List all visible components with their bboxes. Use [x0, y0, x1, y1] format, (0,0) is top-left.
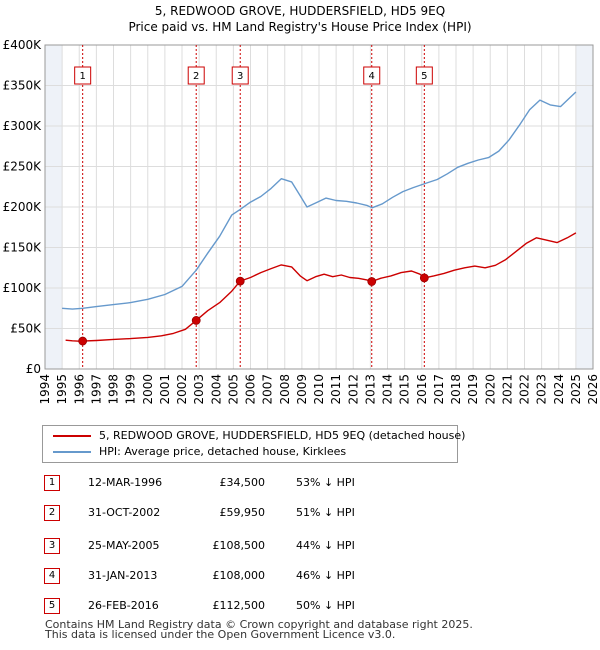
y-tick-label: £100K: [3, 281, 43, 295]
sale-price: £112,500: [212, 599, 266, 612]
y-tick-label: £0: [26, 362, 41, 376]
x-tick-label: 2000: [141, 374, 155, 405]
sale-point: [78, 336, 88, 346]
sale-marker-label: 5: [421, 71, 427, 82]
x-tick-label: 2004: [209, 374, 223, 405]
sale-hpi-diff: 50% ↓ HPI: [296, 599, 355, 612]
x-tick-label: 2012: [346, 374, 360, 405]
y-tick-label: £150K: [3, 241, 43, 255]
x-tick-label: 1997: [89, 374, 103, 405]
x-tick-label: 1996: [72, 374, 86, 405]
sale-price: £59,950: [219, 506, 266, 519]
sale-marker-num: 1: [44, 475, 60, 491]
x-tick-label: 2018: [449, 374, 463, 405]
x-tick-label: 1999: [124, 374, 138, 405]
x-tick-label: 2015: [398, 374, 412, 405]
x-tick-label: 2006: [244, 374, 258, 405]
footer: Contains HM Land Registry data © Crown c…: [45, 618, 473, 641]
sale-point: [235, 276, 245, 286]
x-tick-label: 2007: [261, 374, 275, 405]
legend-swatch-hpi: [53, 451, 91, 453]
sale-hpi-diff: 44% ↓ HPI: [296, 539, 355, 552]
x-tick-label: 2026: [586, 374, 600, 405]
sale-point: [191, 316, 201, 325]
sale-point: [419, 273, 429, 283]
x-tick-label: 2011: [329, 374, 343, 405]
sale-price: £34,500: [219, 476, 266, 489]
sale-hpi-diff: 53% ↓ HPI: [296, 476, 355, 489]
sale-marker-num: 5: [44, 598, 60, 614]
y-tick-label: £50K: [10, 322, 42, 336]
table-row: 2 31-OCT-2002 £59,950 51% ↓ HPI: [44, 503, 564, 523]
series-line-property: [65, 232, 577, 342]
x-tick-label: 2005: [226, 374, 240, 405]
sale-marker-label: 4: [369, 71, 375, 82]
footer-licence: This data is licensed under the Open Gov…: [45, 628, 396, 641]
x-tick-label: 2023: [535, 374, 549, 405]
x-tick-label: 2020: [483, 374, 497, 405]
x-tick-label: 1995: [55, 374, 69, 405]
x-tick-label: 2016: [415, 374, 429, 405]
sale-marker-box: [363, 66, 381, 85]
sale-marker-num: 3: [44, 538, 60, 554]
legend-label-hpi: HPI: Average price, detached house, Kirk…: [99, 445, 347, 458]
table-row: 3 25-MAY-2005 £108,500 44% ↓ HPI: [44, 536, 564, 556]
x-tick-label: 2003: [192, 374, 206, 405]
sale-price: £108,000: [212, 569, 266, 582]
sale-marker-num: 4: [44, 568, 60, 584]
x-tick-label: 2024: [552, 374, 566, 405]
sale-date: 25-MAY-2005: [88, 539, 160, 552]
sale-marker-label: 2: [193, 71, 199, 82]
table-row: 4 31-JAN-2013 £108,000 46% ↓ HPI: [44, 566, 564, 586]
y-tick-label: £400K: [3, 38, 43, 52]
footer-copyright: Contains HM Land Registry data © Crown c…: [45, 618, 473, 631]
sale-hpi-diff: 46% ↓ HPI: [296, 569, 355, 582]
table-row: 1 12-MAR-1996 £34,500 53% ↓ HPI: [44, 473, 564, 493]
table-row: 5 26-FEB-2016 £112,500 50% ↓ HPI: [44, 596, 564, 616]
price-chart: 5, REDWOOD GROVE, HUDDERSFIELD, HD5 9EQ …: [3, 4, 600, 405]
sale-marker-label: 1: [79, 71, 85, 82]
sale-marker-num: 2: [44, 505, 60, 521]
legend: 5, REDWOOD GROVE, HUDDERSFIELD, HD5 9EQ …: [42, 425, 465, 463]
sale-marker-box: [74, 66, 92, 85]
sale-price: £108,500: [212, 539, 266, 552]
sale-marker-box: [187, 66, 205, 85]
sale-date: 12-MAR-1996: [88, 476, 163, 489]
x-tick-label: 2013: [363, 374, 377, 405]
x-tick-label: 2002: [175, 374, 189, 405]
x-tick-label: 1994: [38, 374, 52, 405]
sale-marker-box: [231, 66, 249, 85]
chart-subtitle: Price paid vs. HM Land Registry's House …: [128, 20, 471, 34]
y-tick-label: £200K: [3, 200, 43, 214]
x-tick-label: 2001: [158, 374, 172, 405]
legend-swatch-property: [53, 435, 91, 437]
sale-point: [367, 277, 377, 286]
series-line-hpi: [62, 91, 577, 310]
x-tick-label: 2008: [278, 374, 292, 405]
sale-hpi-diff: 51% ↓ HPI: [296, 506, 355, 519]
chart-title: 5, REDWOOD GROVE, HUDDERSFIELD, HD5 9EQ: [155, 4, 445, 18]
x-tick-label: 2009: [295, 374, 309, 405]
x-tick-label: 2017: [432, 374, 446, 405]
sale-marker-box: [415, 66, 433, 85]
sale-marker-label: 3: [237, 71, 243, 82]
x-tick-label: 2025: [569, 374, 583, 405]
x-tick-label: 2014: [381, 374, 395, 405]
x-tick-label: 2019: [466, 374, 480, 405]
sale-date: 31-OCT-2002: [88, 506, 161, 519]
x-tick-label: 2022: [518, 374, 532, 405]
plot-border: [44, 44, 594, 370]
y-tick-label: £250K: [3, 160, 43, 174]
x-tick-label: 2010: [312, 374, 326, 405]
x-tick-label: 1998: [107, 374, 121, 405]
y-tick-label: £350K: [3, 79, 43, 93]
legend-label-property: 5, REDWOOD GROVE, HUDDERSFIELD, HD5 9EQ …: [99, 429, 466, 442]
sale-date: 26-FEB-2016: [88, 599, 159, 612]
x-tick-label: 2021: [500, 374, 514, 405]
y-tick-label: £300K: [3, 119, 43, 133]
sale-date: 31-JAN-2013: [88, 569, 158, 582]
